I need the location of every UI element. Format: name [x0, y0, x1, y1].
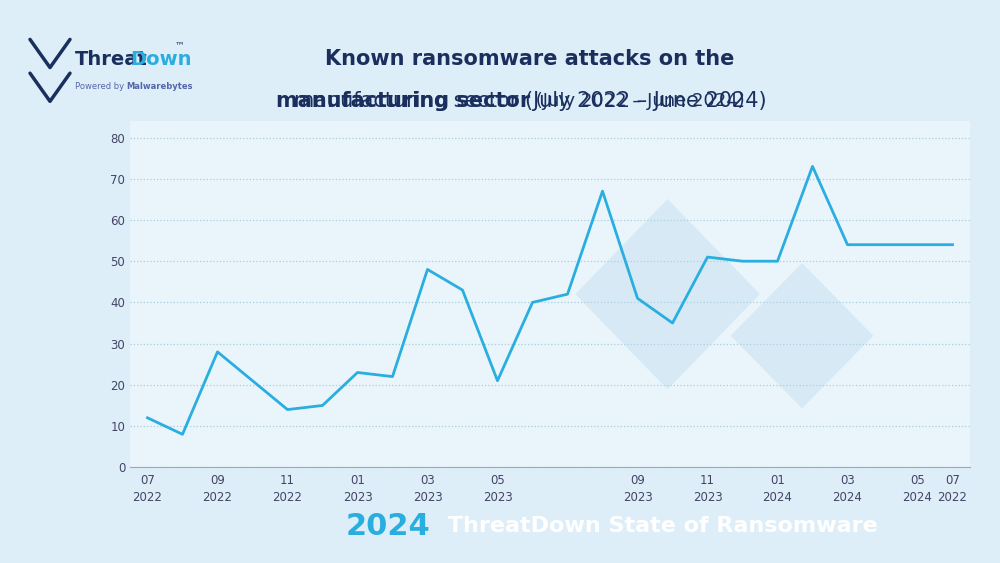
Text: Malwarebytes: Malwarebytes — [126, 82, 192, 91]
Text: ™: ™ — [175, 40, 185, 50]
Text: manufacturing sector: manufacturing sector — [276, 91, 530, 111]
Text: 2024: 2024 — [345, 512, 430, 541]
Text: Threat: Threat — [75, 50, 148, 69]
Polygon shape — [731, 263, 873, 408]
Text: (July 2022 – June 2024): (July 2022 – June 2024) — [530, 92, 745, 110]
Text: Powered by: Powered by — [75, 82, 127, 91]
Text: Known ransomware attacks on the: Known ransomware attacks on the — [325, 49, 735, 69]
Text: ThreatDown State of Ransomware: ThreatDown State of Ransomware — [440, 516, 878, 537]
Text: Down: Down — [130, 50, 192, 69]
Polygon shape — [575, 199, 760, 390]
Text: manufacturing sector (July 2022 – June 2024): manufacturing sector (July 2022 – June 2… — [294, 91, 766, 111]
